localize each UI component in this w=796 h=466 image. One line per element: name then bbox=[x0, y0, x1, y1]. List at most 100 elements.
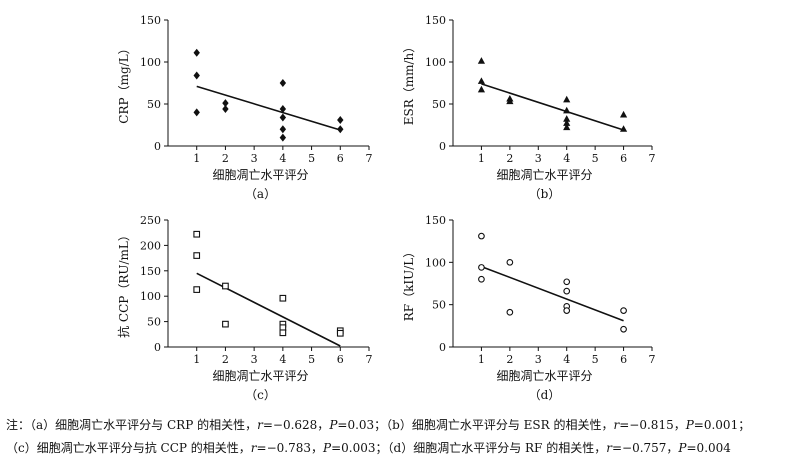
panel-b-y-axis-label: ESR（mm/h） bbox=[402, 41, 416, 126]
caption-note: 注： bbox=[6, 418, 31, 432]
caption-c-p-value: =0.003； bbox=[331, 441, 388, 455]
panel-a-x-tick-label: 1 bbox=[193, 152, 200, 165]
panel-c-data-point bbox=[222, 282, 229, 290]
panel-d-y-axis-label: RF（kIU/L） bbox=[402, 246, 416, 322]
panel-d-y-tick-label: 100 bbox=[425, 256, 446, 269]
panel-c-x-tick-label: 7 bbox=[366, 353, 373, 366]
panel-d-data-point bbox=[506, 258, 514, 266]
panel-b-data-point bbox=[563, 123, 571, 131]
panel-d-x-tick-label: 2 bbox=[506, 353, 513, 366]
panel-d-x-tick-label: 1 bbox=[478, 353, 485, 366]
panel-c: 0 50 100 150 200 250 1 2 3 4 5 6 7 抗 CCP（RU/mL） 细胞凋亡水平… bbox=[116, 214, 373, 402]
panel-c-data-point bbox=[279, 329, 287, 337]
panel-b-data-point bbox=[563, 106, 571, 114]
panel-a-x-tick-label: 3 bbox=[251, 152, 258, 165]
panel-b-fit-line bbox=[481, 83, 624, 131]
panel-c-fit-line bbox=[196, 272, 341, 347]
panel-c-data-point bbox=[279, 294, 287, 302]
panel-d-x-tick-label: 6 bbox=[620, 353, 627, 366]
panel-c-data-point bbox=[193, 286, 201, 293]
panel-d-y-tick-label: 50 bbox=[432, 299, 446, 312]
panel-a-y-tick-label: 0 bbox=[154, 140, 161, 153]
panel-c-data-point bbox=[222, 320, 229, 328]
panel-d-data-point bbox=[620, 325, 627, 333]
panel-c-x-tick-label: 3 bbox=[251, 353, 258, 366]
caption-a-p-symbol: P bbox=[329, 418, 338, 432]
panel-b-y-tick-label: 50 bbox=[432, 98, 446, 111]
panel-c-y-tick-label: 0 bbox=[154, 341, 161, 354]
panel-a-x-tick-label: 7 bbox=[366, 152, 373, 165]
panel-b: 0 50 100 150 1 2 3 4 5 6 7 ESR（mm/h） 细胞凋亡水平评分 （b） bbox=[402, 14, 656, 201]
caption-d-p-symbol: P bbox=[678, 441, 687, 455]
panel-d-x-tick-label: 7 bbox=[649, 353, 656, 366]
panel-c-x-tick-label: 1 bbox=[193, 353, 200, 366]
panel-b-x-axis-label: 细胞凋亡水平评分 bbox=[496, 168, 592, 182]
panel-b-x-tick-label: 6 bbox=[620, 152, 627, 165]
caption-b-p-value: =0.001； bbox=[693, 418, 751, 432]
caption-b-r-symbol: r bbox=[613, 418, 620, 432]
panel-b-y-tick-label: 0 bbox=[439, 140, 446, 153]
caption-c-r-value: =−0.783， bbox=[256, 441, 324, 455]
panel-c-y-tick-label: 100 bbox=[140, 290, 161, 303]
panel-c-y-axis-label: 抗 CCP（RU/mL） bbox=[116, 229, 131, 338]
panel-c-x-tick-label: 6 bbox=[337, 353, 344, 366]
panel-d-data-point bbox=[478, 264, 485, 271]
panel-d-y-tick-label: 0 bbox=[439, 341, 446, 354]
panel-a-data-point bbox=[279, 133, 287, 142]
panel-a-data-point bbox=[193, 108, 200, 117]
panel-d-x-tick-label: 5 bbox=[592, 353, 599, 366]
panel-a-x-tick-label: 6 bbox=[337, 152, 344, 165]
panel-d-label: （d） bbox=[529, 388, 561, 402]
caption-d-p-value: =0.004 bbox=[686, 441, 731, 455]
panel-c-x-tick-label: 5 bbox=[308, 353, 315, 366]
caption-b-p-symbol: P bbox=[685, 418, 694, 432]
caption-c-text: （c）细胞凋亡水平评分与抗 CCP 的相关性， bbox=[6, 441, 251, 455]
caption-a-r-value: =−0.628， bbox=[262, 418, 330, 432]
panel-b-x-tick-label: 4 bbox=[563, 152, 570, 165]
panel-c-y-tick-label: 250 bbox=[140, 214, 161, 227]
panel-b-data-point bbox=[619, 110, 628, 118]
panel-a-data-point bbox=[279, 79, 287, 87]
panel-b-y-tick-label: 150 bbox=[425, 14, 446, 27]
panel-d-data-point bbox=[478, 232, 485, 240]
panel-a-data-point bbox=[193, 71, 200, 80]
panel-b-data-point bbox=[563, 115, 571, 122]
caption-a-r-symbol: r bbox=[257, 418, 263, 432]
caption-c-p-symbol: P bbox=[323, 441, 332, 455]
panel-c-data-point bbox=[193, 252, 201, 259]
panel-c-y-tick-label: 200 bbox=[140, 239, 161, 252]
caption-d-text: （d）细胞凋亡水平评分与 RF 的相关性， bbox=[387, 441, 607, 455]
panel-d-data-point bbox=[563, 287, 571, 295]
panel-d-x-tick-label: 3 bbox=[535, 353, 542, 366]
caption-line-2: （c）细胞凋亡水平评分与抗 CCP 的相关性，r=−0.783，P=0.003；… bbox=[6, 437, 792, 460]
panel-d-data-point bbox=[563, 307, 571, 314]
panel-d-x-tick-label: 4 bbox=[563, 353, 570, 366]
panel-b-x-tick-label: 2 bbox=[506, 152, 513, 165]
panel-a-x-tick-label: 5 bbox=[308, 152, 315, 165]
caption-b-r-value: =−0.815， bbox=[619, 418, 686, 432]
panel-a-y-axis-label: CRP（mg/L） bbox=[117, 42, 131, 123]
panel-a-data-point bbox=[193, 48, 200, 57]
panel-a-data-point bbox=[222, 105, 229, 114]
panel-a-data-point bbox=[279, 105, 287, 114]
panel-b-x-tick-label: 7 bbox=[649, 152, 656, 165]
caption-d-r-value: =−0.757， bbox=[611, 441, 679, 455]
panel-b-data-point bbox=[477, 85, 486, 93]
panel-c-data-point bbox=[193, 230, 201, 238]
panel-a-y-tick-label: 150 bbox=[140, 14, 161, 27]
panel-d-data-point bbox=[620, 307, 627, 314]
panel-b-data-point bbox=[563, 95, 571, 103]
panel-b-x-tick-label: 3 bbox=[535, 152, 542, 165]
panel-d-y-tick-label: 150 bbox=[425, 214, 446, 227]
panel-a-x-tick-label: 4 bbox=[279, 152, 286, 165]
caption-line-1: 注：（a）细胞凋亡水平评分与 CRP 的相关性，r=−0.628，P=0.03；… bbox=[6, 414, 792, 437]
panel-c-x-tick-label: 2 bbox=[222, 353, 229, 366]
caption-b-text: （b）细胞凋亡水平评分与 ESR 的相关性， bbox=[386, 418, 614, 432]
caption-a-p-value: =0.03； bbox=[337, 418, 387, 432]
caption-a-text: （a）细胞凋亡水平评分与 CRP 的相关性， bbox=[30, 418, 258, 432]
panel-c-x-tick-label: 4 bbox=[279, 353, 286, 366]
caption-c-r-symbol: r bbox=[250, 441, 257, 455]
panel-c-x-axis-label: 细胞凋亡水平评分 bbox=[212, 369, 308, 383]
panel-a-x-axis-label: 细胞凋亡水平评分 bbox=[212, 168, 308, 182]
